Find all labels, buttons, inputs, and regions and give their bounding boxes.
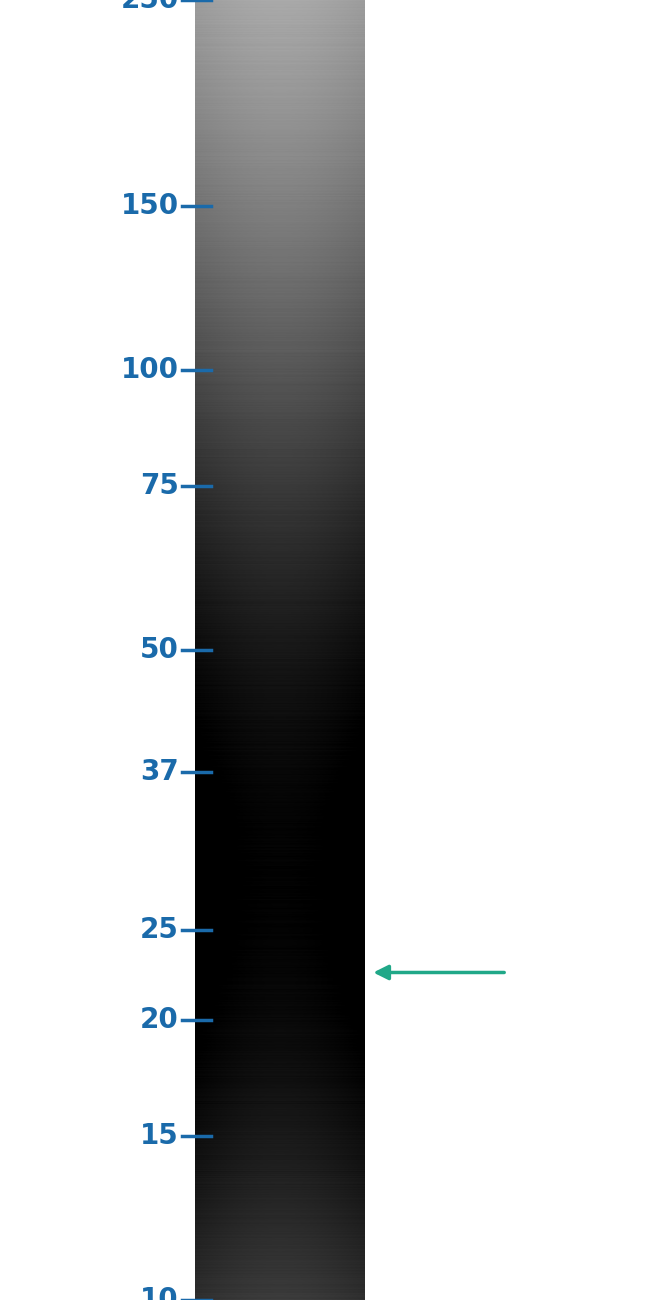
Text: 50: 50 <box>140 636 179 664</box>
Text: 10: 10 <box>140 1286 179 1300</box>
Text: 150: 150 <box>121 192 179 220</box>
Text: 25: 25 <box>140 916 179 944</box>
Text: 15: 15 <box>140 1122 179 1151</box>
Text: 250: 250 <box>120 0 179 14</box>
Text: 20: 20 <box>140 1006 179 1034</box>
Text: 75: 75 <box>140 472 179 500</box>
Text: 37: 37 <box>140 758 179 785</box>
Text: 100: 100 <box>121 356 179 384</box>
